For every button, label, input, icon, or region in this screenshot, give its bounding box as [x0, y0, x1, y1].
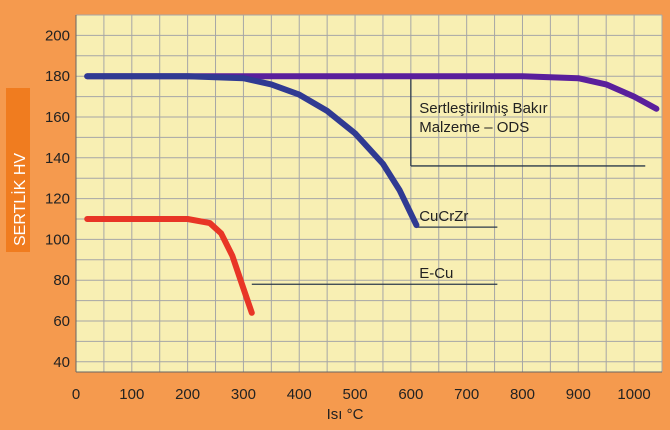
annotation-label: Sertleştirilmiş Bakır Malzeme – ODS	[419, 100, 547, 136]
y-tick-label: 140	[45, 150, 70, 167]
x-tick-label: 600	[398, 386, 423, 403]
plot-area	[76, 15, 662, 372]
y-axis-label-group: SERTLİK HV	[6, 88, 30, 252]
annotations: Sertleştirilmiş Bakır Malzeme – ODS CuCrZr…	[419, 100, 547, 282]
y-tick-label: 200	[45, 27, 70, 44]
y-tick-label: 160	[45, 109, 70, 126]
y-tick-label: 180	[45, 68, 70, 85]
y-tick-labels: 40 60 80 100 120 140 160 180 200	[45, 27, 70, 370]
x-tick-label: 500	[343, 386, 368, 403]
x-tick-label: 0	[72, 386, 80, 403]
axes	[75, 15, 662, 373]
x-tick-label: 1000	[617, 386, 650, 403]
x-tick-label: 100	[119, 386, 144, 403]
y-axis-label-box	[6, 88, 30, 252]
x-tick-label: 200	[175, 386, 200, 403]
annotation-label: E-Cu	[419, 265, 453, 282]
x-tick-label: 800	[510, 386, 535, 403]
x-tick-label: 400	[287, 386, 312, 403]
y-tick-label: 120	[45, 191, 70, 208]
annotation-leaders	[251, 76, 646, 285]
annotation-label: CuCrZr	[419, 208, 468, 225]
y-axis-label: SERTLİK HV	[10, 153, 29, 246]
y-tick-label: 60	[53, 313, 70, 330]
x-tick-labels: 0 100 200 300 400 500 600 700 800 900 1000	[72, 386, 651, 403]
series-line-2	[84, 73, 420, 229]
y-tick-label: 100	[45, 231, 70, 248]
x-tick-label: 700	[454, 386, 479, 403]
series-line-3	[84, 216, 255, 316]
x-axis-label: Isı °C	[327, 406, 364, 423]
y-tick-label: 80	[53, 272, 70, 289]
x-tick-label: 300	[231, 386, 256, 403]
series-group	[84, 73, 660, 316]
y-tick-label: 40	[53, 354, 70, 371]
x-tick-label: 900	[566, 386, 591, 403]
